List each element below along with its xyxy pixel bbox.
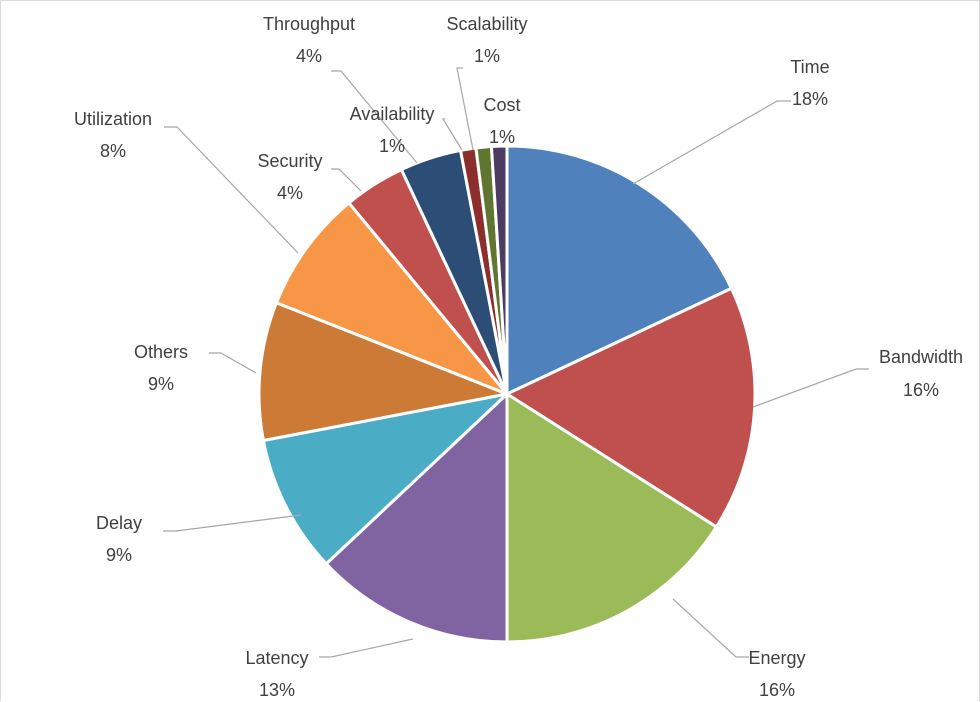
leader-line-bandwidth bbox=[753, 369, 869, 407]
slice-percent-security: 4% bbox=[277, 183, 303, 203]
pie-slices bbox=[259, 146, 755, 642]
slice-percent-latency: 13% bbox=[259, 680, 295, 700]
slice-percent-utilization: 8% bbox=[100, 141, 126, 161]
slice-label-security: Security bbox=[257, 151, 322, 171]
slice-percent-cost: 1% bbox=[489, 127, 515, 147]
slice-label-time: Time bbox=[790, 57, 829, 77]
slice-label-bandwidth: Bandwidth bbox=[879, 347, 963, 367]
slice-percent-energy: 16% bbox=[759, 680, 795, 700]
slice-label-others: Others bbox=[134, 342, 188, 362]
slice-label-cost: Cost bbox=[483, 95, 520, 115]
slice-percent-delay: 9% bbox=[106, 545, 132, 565]
slice-label-availability: Availability bbox=[350, 104, 435, 124]
slice-percent-time: 18% bbox=[792, 89, 828, 109]
leader-line-latency bbox=[319, 639, 413, 657]
slice-label-delay: Delay bbox=[96, 513, 142, 533]
slice-percent-bandwidth: 16% bbox=[903, 380, 939, 400]
slice-label-latency: Latency bbox=[245, 648, 308, 668]
leader-line-security bbox=[331, 169, 361, 191]
slice-label-utilization: Utilization bbox=[74, 109, 152, 129]
leader-line-availability bbox=[443, 119, 462, 150]
leader-line-energy bbox=[673, 599, 749, 657]
leader-line-scalability bbox=[457, 68, 473, 150]
slice-percent-others: 9% bbox=[148, 374, 174, 394]
slice-label-scalability: Scalability bbox=[446, 14, 527, 34]
slice-label-throughput: Throughput bbox=[263, 14, 355, 34]
slice-percent-scalability: 1% bbox=[474, 46, 500, 66]
slice-percent-throughput: 4% bbox=[296, 46, 322, 66]
leader-line-time bbox=[633, 101, 791, 184]
slice-percent-availability: 1% bbox=[379, 136, 405, 156]
leader-line-delay bbox=[163, 515, 301, 531]
slice-label-energy: Energy bbox=[748, 648, 805, 668]
leader-line-others bbox=[209, 353, 256, 373]
